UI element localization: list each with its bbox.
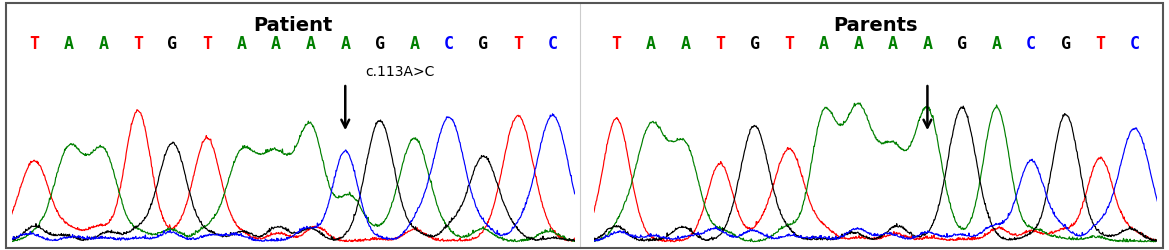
Text: C: C xyxy=(444,35,454,53)
Text: A: A xyxy=(271,35,281,53)
Text: T: T xyxy=(715,35,725,53)
Text: T: T xyxy=(29,35,40,53)
Text: A: A xyxy=(646,35,656,53)
Text: A: A xyxy=(818,35,829,53)
Text: A: A xyxy=(922,35,933,53)
Text: A: A xyxy=(991,35,1002,53)
Text: G: G xyxy=(749,35,760,53)
Text: G: G xyxy=(478,35,489,53)
Text: G: G xyxy=(375,35,385,53)
Text: A: A xyxy=(236,35,247,53)
Text: Parents: Parents xyxy=(833,16,918,35)
Text: A: A xyxy=(409,35,420,53)
Text: G: G xyxy=(957,35,967,53)
Text: A: A xyxy=(340,35,351,53)
Text: A: A xyxy=(888,35,898,53)
Text: T: T xyxy=(202,35,212,53)
Text: G: G xyxy=(167,35,178,53)
Text: A: A xyxy=(98,35,109,53)
Text: T: T xyxy=(784,35,794,53)
Text: c.113A>C: c.113A>C xyxy=(365,64,435,78)
Text: C: C xyxy=(547,35,558,53)
Text: C: C xyxy=(1026,35,1036,53)
Text: T: T xyxy=(513,35,523,53)
Text: A: A xyxy=(680,35,691,53)
Text: C: C xyxy=(1129,35,1140,53)
Text: G: G xyxy=(1060,35,1071,53)
Text: A: A xyxy=(853,35,863,53)
Text: Patient: Patient xyxy=(254,16,333,35)
Text: A: A xyxy=(306,35,316,53)
Text: T: T xyxy=(611,35,622,53)
Text: A: A xyxy=(64,35,74,53)
Text: T: T xyxy=(1095,35,1105,53)
Text: T: T xyxy=(133,35,143,53)
